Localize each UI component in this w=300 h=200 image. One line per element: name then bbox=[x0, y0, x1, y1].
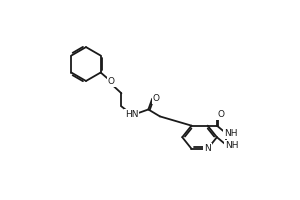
Text: HN: HN bbox=[125, 110, 138, 119]
Text: NH: NH bbox=[224, 129, 238, 138]
Text: O: O bbox=[153, 94, 160, 103]
Text: O: O bbox=[217, 110, 224, 119]
Text: O: O bbox=[108, 77, 115, 86]
Text: NH: NH bbox=[225, 141, 238, 150]
Text: N: N bbox=[204, 144, 211, 153]
